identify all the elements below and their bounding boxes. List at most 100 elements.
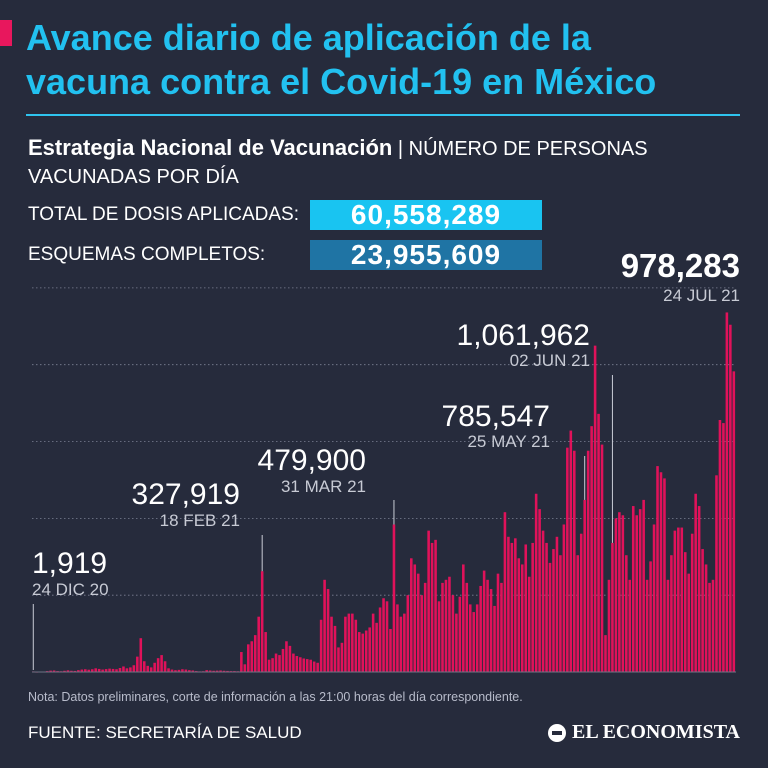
bar <box>84 669 87 672</box>
bar <box>243 664 247 672</box>
bar <box>160 655 163 672</box>
bar <box>704 564 708 672</box>
bar <box>288 645 292 672</box>
complete-schemes-row: ESQUEMAS COMPLETOS: 23,955,609 <box>28 239 542 271</box>
bar <box>555 536 559 672</box>
bar <box>507 536 510 672</box>
bar <box>503 512 507 672</box>
bar <box>642 499 645 672</box>
bar <box>330 616 333 672</box>
bar <box>534 493 538 672</box>
bar <box>566 447 569 672</box>
brand-name: EL ECONOMISTA <box>572 721 740 743</box>
bar <box>552 549 555 672</box>
bar <box>66 670 70 672</box>
bar <box>715 475 718 672</box>
title-line-1: Avance diario de aplicación de la <box>26 17 591 58</box>
annotation-value: 1,061,962 <box>457 319 590 352</box>
bar <box>527 576 531 672</box>
bar <box>600 444 604 672</box>
bar <box>496 573 500 672</box>
annotation-value: 978,283 <box>621 247 740 284</box>
bar <box>274 653 278 672</box>
bar <box>434 539 437 672</box>
bar <box>371 613 375 672</box>
bar <box>247 644 250 672</box>
brand-icon <box>548 723 566 742</box>
bar <box>416 573 420 672</box>
brand-logo: EL ECONOMISTA <box>548 721 740 744</box>
complete-schemes-label: ESQUEMAS COMPLETOS: <box>28 244 266 265</box>
bar <box>302 658 306 672</box>
bar <box>583 499 586 672</box>
bar <box>52 670 56 672</box>
bar <box>77 670 80 672</box>
bar <box>451 595 455 672</box>
bar <box>385 601 389 672</box>
bar <box>659 472 663 672</box>
bar <box>292 653 295 672</box>
annotation-date: 31 MAR 21 <box>281 477 366 496</box>
source-credit: FUENTE: SECRETARÍA DE SALUD <box>28 723 302 742</box>
bar <box>465 582 469 672</box>
bar <box>663 478 666 672</box>
bar <box>357 632 361 672</box>
bar <box>392 524 396 672</box>
bar <box>645 579 649 672</box>
bar <box>316 662 319 672</box>
bar <box>205 670 208 672</box>
bar <box>115 669 118 672</box>
bar <box>621 515 625 672</box>
total-doses-row: TOTAL DE DOSIS APLICADAS: 60,558,289 <box>28 199 542 231</box>
bar <box>455 613 458 672</box>
bar <box>344 616 347 672</box>
bar <box>281 648 285 672</box>
bar <box>212 670 215 672</box>
bar <box>708 582 711 672</box>
bar <box>208 670 212 672</box>
bar <box>517 558 521 672</box>
bar <box>111 668 115 672</box>
bar <box>652 524 656 672</box>
annotation-value: 327,919 <box>132 478 240 511</box>
bar <box>70 670 73 672</box>
bar <box>184 669 188 672</box>
bar <box>326 589 330 672</box>
bar <box>458 596 462 672</box>
bar <box>361 633 365 672</box>
bar <box>368 627 371 672</box>
bar <box>406 595 410 672</box>
bar <box>170 669 174 672</box>
bar <box>285 641 288 672</box>
bar <box>188 670 191 672</box>
bar <box>226 670 229 672</box>
bar <box>430 542 434 672</box>
bar <box>593 345 597 672</box>
bar <box>295 656 299 672</box>
bar <box>673 530 677 672</box>
complete-schemes-value: 23,955,609 <box>310 239 542 270</box>
bar <box>104 669 108 672</box>
bar <box>94 668 97 672</box>
bar <box>364 630 368 672</box>
total-doses-label: TOTAL DE DOSIS APLICADAS: <box>28 204 300 225</box>
bar <box>531 542 534 672</box>
subtitle-strategy: Estrategia Nacional de Vacunación <box>28 135 393 160</box>
accent-bar <box>0 20 12 46</box>
bar <box>108 668 111 672</box>
annotation-date: 02 JUN 21 <box>510 351 590 370</box>
chart-subtitle: Estrategia Nacional de Vacunación | NÚME… <box>28 134 748 191</box>
bar <box>118 668 122 672</box>
bar <box>437 601 441 672</box>
bar <box>250 641 254 672</box>
bar <box>444 579 448 672</box>
bar <box>177 669 181 672</box>
bar <box>382 598 385 672</box>
bar <box>729 324 732 672</box>
annotation-date: 24 JUL 21 <box>663 286 740 305</box>
chart-bars <box>32 312 736 673</box>
annotation-date: 24 DIC 20 <box>32 580 109 599</box>
bar <box>569 430 573 672</box>
bar <box>410 558 413 672</box>
